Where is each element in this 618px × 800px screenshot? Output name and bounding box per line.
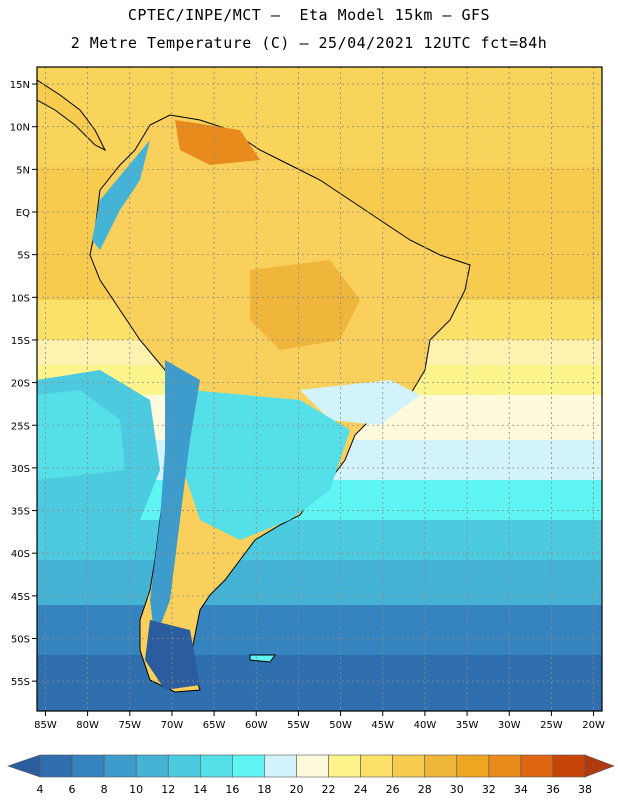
colorbar-swatch	[328, 754, 361, 778]
colorbar-label: 6	[69, 783, 76, 796]
colorbar-swatch	[39, 754, 73, 778]
lat-tick-label: 10S	[11, 293, 30, 304]
colorbar-swatch	[264, 754, 297, 778]
region-southern-cone	[180, 390, 350, 540]
colorbar-label: 18	[257, 783, 271, 796]
colorbar-label: 4	[37, 783, 44, 796]
falkland-islands	[249, 654, 276, 663]
colorbar-swatch	[456, 754, 490, 778]
chart-title-line-1: CPTEC/INPE/MCT – Eta Model 15km – GFS	[127, 6, 491, 24]
lat-tick-label: 55S	[11, 677, 30, 688]
lat-tick-label: 45S	[11, 592, 30, 603]
lon-tick-label: 30W	[498, 720, 521, 731]
colorbar-label: 10	[129, 783, 143, 796]
colorbar-swatch	[520, 754, 554, 778]
colorbar-swatch	[392, 754, 426, 778]
region-patagonia-south	[145, 620, 200, 690]
latitude-axis: 15N 10N 5N EQ 5S 10S 15S 20S 25S 30S 35S 40S 45S 50S 5…	[10, 80, 37, 688]
map-frame	[36, 66, 603, 712]
colorbar-swatch	[199, 754, 233, 778]
lat-tick-label: 10N	[10, 123, 30, 134]
longitude-axis: 85W 80W 75W 70W 65W 60W 55W 50W 45W 40W 35W 30W 25W 2…	[34, 711, 605, 731]
region-north-coast-hot	[175, 120, 260, 165]
colorbar-swatch	[552, 754, 586, 778]
ocean-band-40s	[37, 520, 602, 560]
pacific-mid-region	[37, 390, 125, 480]
ocean-band-north	[37, 67, 602, 167]
lat-tick-label: 30S	[11, 464, 30, 475]
colorbar-label: 24	[354, 783, 368, 796]
lat-tick-label: 50S	[11, 634, 30, 645]
lat-tick-label: 15N	[10, 80, 30, 91]
lat-tick-label: 35S	[11, 507, 30, 518]
lat-tick-label: EQ	[16, 208, 30, 219]
region-southeast-brazil-mild	[300, 380, 420, 425]
lon-tick-label: 50W	[329, 720, 352, 731]
ocean-band-55s	[37, 655, 602, 711]
colorbar: 4 6 8 10 12 14 16 18 20 22 24 26 28 30 32 34 36 38	[7, 754, 615, 796]
colorbar-label: 32	[482, 783, 496, 796]
lon-tick-label: 85W	[34, 720, 57, 731]
lat-tick-label: 25S	[11, 421, 30, 432]
colorbar-arrow-low	[7, 754, 41, 778]
colorbar-label: 8	[101, 783, 108, 796]
colorbar-swatch	[488, 754, 522, 778]
region-andes-cold	[150, 360, 200, 640]
colorbar-label: 38	[578, 783, 592, 796]
colorbar-label: 26	[386, 783, 400, 796]
lon-tick-label: 75W	[118, 720, 141, 731]
ocean-band-45s	[37, 560, 602, 605]
colorbar-label: 28	[418, 783, 432, 796]
colorbar-label: 12	[161, 783, 175, 796]
lat-tick-label: 5N	[16, 165, 30, 176]
region-northern-andes	[92, 140, 150, 250]
lat-tick-label: 20S	[11, 379, 30, 390]
central-america-landmass	[37, 79, 107, 152]
lon-tick-label: 25W	[540, 720, 563, 731]
lon-tick-label: 65W	[203, 720, 226, 731]
lon-tick-label: 40W	[414, 720, 437, 731]
lon-tick-label: 60W	[245, 720, 268, 731]
lat-tick-label: 40S	[11, 549, 30, 560]
region-central-brazil-warm	[250, 260, 360, 350]
colorbar-label: 14	[193, 783, 207, 796]
lon-tick-label: 70W	[161, 720, 184, 731]
colorbar-label: 34	[514, 783, 528, 796]
graticule	[37, 67, 602, 711]
lon-tick-label: 20W	[582, 720, 605, 731]
lon-tick-label: 35W	[456, 720, 479, 731]
colorbar-swatch	[360, 754, 393, 778]
colorbar-label: 36	[546, 783, 560, 796]
colorbar-label: 20	[289, 783, 303, 796]
colorbar-swatch	[135, 754, 169, 778]
colorbar-swatch	[232, 754, 265, 778]
lon-tick-label: 55W	[287, 720, 310, 731]
lon-tick-label: 45W	[371, 720, 394, 731]
colorbar-label: 30	[450, 783, 464, 796]
colorbar-label: 22	[322, 783, 336, 796]
colorbar-swatch	[296, 754, 329, 778]
colorbar-swatch	[71, 754, 105, 778]
colorbar-swatch	[103, 754, 137, 778]
ocean-band-50s	[37, 605, 602, 655]
lat-tick-label: 5S	[17, 251, 30, 262]
colorbar-swatch	[167, 754, 201, 778]
lon-tick-label: 80W	[76, 720, 99, 731]
colorbar-arrow-high	[584, 754, 615, 778]
chart-title-line-2: 2 Metre Temperature (C) – 25/04/2021 12U…	[70, 34, 548, 52]
colorbar-label: 16	[225, 783, 239, 796]
lat-tick-label: 15S	[11, 336, 30, 347]
colorbar-swatch	[424, 754, 458, 778]
